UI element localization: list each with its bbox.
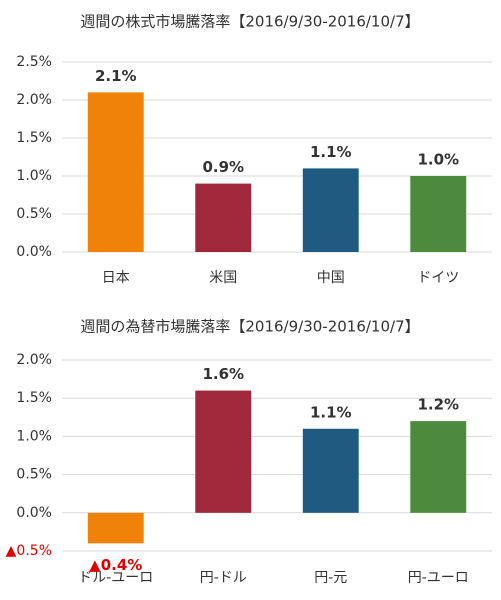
x-tick-label: 中国 [317,270,345,286]
value-label: 2.1% [95,67,137,85]
bar [302,168,359,252]
value-label: 1.1% [310,403,352,421]
chart-title: 週間の株式市場騰落率【2016/9/30-2016/10/7】 [80,13,419,31]
value-label: ▲0.4% [89,556,142,574]
bar [410,176,467,252]
y-tick-label: 2.5% [16,54,52,70]
y-tick-label: 0.0% [16,505,52,521]
value-label: 1.6% [202,365,244,383]
y-tick-label: 2.0% [16,352,52,368]
value-label: 1.1% [310,143,352,161]
y-tick-label: 1.5% [16,130,52,146]
chart-title: 週間の為替市場騰落率【2016/9/30-2016/10/7】 [80,318,419,336]
y-tick-label: 1.5% [16,390,52,406]
y-tick-label: 1.0% [16,168,52,184]
bar [195,183,252,252]
y-tick-label: 0.5% [16,206,52,222]
y-tick-label: 1.0% [16,428,52,444]
x-tick-label: 円-ユーロ [408,570,469,586]
bar [87,92,144,253]
value-label: 1.0% [417,151,459,169]
y-tick-label: ▲0.5% [6,543,52,559]
x-tick-label: ドル-ユーロ [78,570,153,586]
x-tick-label: 円-ドル [200,570,247,586]
x-tick-label: ドイツ [417,270,459,286]
y-tick-label: 0.5% [16,467,52,483]
value-label: 0.9% [202,158,244,176]
y-tick-label: 0.0% [16,244,52,260]
bar [302,428,359,513]
value-label: 1.2% [417,396,459,414]
x-tick-label: 円-元 [314,570,347,586]
x-tick-label: 日本 [102,270,130,286]
bar [195,390,252,513]
bar [410,421,467,513]
bar [87,512,144,544]
y-tick-label: 2.0% [16,92,52,108]
x-tick-label: 米国 [209,270,237,286]
